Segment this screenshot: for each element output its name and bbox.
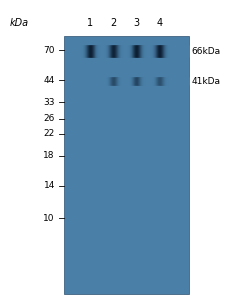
Text: 33: 33 [43, 98, 55, 107]
Bar [64, 36, 189, 294]
Text: 44: 44 [44, 76, 55, 85]
Text: 3: 3 [134, 18, 140, 28]
Text: 4: 4 [157, 18, 163, 28]
Text: 66kDa: 66kDa [191, 47, 220, 56]
Text: 14: 14 [43, 181, 55, 190]
Text: 1: 1 [88, 18, 94, 28]
Text: kDa: kDa [10, 18, 29, 28]
Text: 18: 18 [43, 152, 55, 160]
Text: 70: 70 [43, 46, 55, 55]
Text: 10: 10 [43, 214, 55, 223]
Text: 22: 22 [44, 129, 55, 138]
Text: 26: 26 [43, 114, 55, 123]
Text: 2: 2 [110, 18, 117, 28]
Text: 41kDa: 41kDa [191, 76, 220, 85]
